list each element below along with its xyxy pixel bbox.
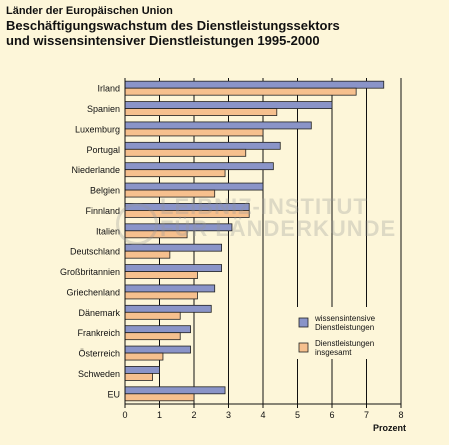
x-tick-label: 2 bbox=[191, 410, 196, 420]
bar-insgesamt bbox=[124, 311, 181, 320]
x-tick-label: 3 bbox=[226, 410, 231, 420]
category-label: Italien bbox=[96, 226, 120, 236]
bar-wissensintensive bbox=[124, 80, 385, 89]
title-line-1: Beschäftigungswachstum des Dienstleistun… bbox=[6, 18, 340, 33]
category-label: Luxemburg bbox=[75, 124, 120, 134]
category-label: Portugal bbox=[86, 145, 120, 155]
bar-insgesamt bbox=[124, 230, 188, 239]
category-label: Schweden bbox=[78, 369, 120, 379]
category-label: Niederlande bbox=[71, 165, 120, 175]
bar-insgesamt bbox=[124, 108, 278, 116]
category-label: Finnland bbox=[85, 206, 120, 216]
bar-insgesamt bbox=[124, 291, 198, 300]
category-label: Dänemark bbox=[78, 308, 120, 318]
bar-wissensintensive bbox=[124, 386, 226, 395]
chart-subtitle: Länder der Europäischen Union bbox=[6, 5, 173, 17]
bar-wissensintensive bbox=[124, 101, 333, 109]
bar-wissensintensive bbox=[124, 182, 264, 191]
legend-swatch bbox=[298, 317, 309, 328]
legend-swatch bbox=[298, 342, 309, 353]
bar-insgesamt bbox=[124, 169, 226, 178]
bar-wissensintensive bbox=[124, 345, 191, 354]
x-tick-label: 7 bbox=[364, 410, 369, 420]
bar-wissensintensive bbox=[124, 284, 216, 293]
category-label: Irland bbox=[97, 84, 120, 94]
x-tick-label: 4 bbox=[260, 410, 265, 420]
x-tick-label: 0 bbox=[122, 410, 127, 420]
bar-wissensintensive bbox=[124, 243, 222, 252]
bar-wissensintensive bbox=[124, 264, 222, 272]
title-line-2: und wissensintensiver Dienstleistungen 1… bbox=[6, 33, 320, 48]
bar-insgesamt bbox=[124, 210, 250, 218]
legend-label: wissensintensive bbox=[314, 314, 376, 323]
bar-insgesamt bbox=[124, 332, 181, 341]
category-label: Österreich bbox=[78, 349, 120, 359]
bar-wissensintensive bbox=[124, 203, 250, 211]
legend-label: insgesamt bbox=[315, 348, 352, 357]
category-label: EU bbox=[107, 389, 120, 399]
category-label: Großbritannien bbox=[60, 267, 120, 277]
bar-insgesamt bbox=[124, 373, 154, 381]
category-label: Belgien bbox=[90, 186, 120, 196]
x-tick-label: 5 bbox=[295, 410, 300, 420]
legend-background bbox=[296, 307, 398, 359]
category-label: Deutschland bbox=[70, 247, 120, 257]
bar-insgesamt bbox=[124, 352, 164, 361]
bar-wissensintensive bbox=[124, 121, 312, 130]
bar-insgesamt bbox=[124, 271, 198, 279]
x-axis-label: Prozent bbox=[373, 423, 406, 433]
x-tick-label: 8 bbox=[398, 410, 403, 420]
bar-wissensintensive bbox=[124, 325, 191, 334]
legend-label: Dienstleistungen bbox=[315, 323, 374, 332]
category-label: Griechenland bbox=[66, 287, 120, 297]
chart-title: Beschäftigungswachstum des Dienstleistun… bbox=[6, 18, 446, 48]
category-label: Frankreich bbox=[77, 328, 120, 338]
bar-insgesamt bbox=[124, 189, 216, 198]
legend-label: Dienstleistungen bbox=[315, 339, 374, 348]
bar-insgesamt bbox=[124, 87, 357, 96]
bar-wissensintensive bbox=[124, 304, 212, 313]
x-tick-label: 1 bbox=[157, 410, 162, 420]
bar-insgesamt bbox=[124, 148, 247, 157]
bar-insgesamt bbox=[124, 250, 171, 259]
x-tick-label: 6 bbox=[329, 410, 334, 420]
bar-wissensintensive bbox=[124, 223, 233, 232]
bar-insgesamt bbox=[124, 393, 195, 402]
category-label: Spanien bbox=[87, 104, 120, 114]
bar-insgesamt bbox=[124, 128, 264, 137]
bar-wissensintensive bbox=[124, 141, 281, 150]
bar-wissensintensive bbox=[124, 162, 274, 171]
bar-wissensintensive bbox=[124, 366, 160, 374]
